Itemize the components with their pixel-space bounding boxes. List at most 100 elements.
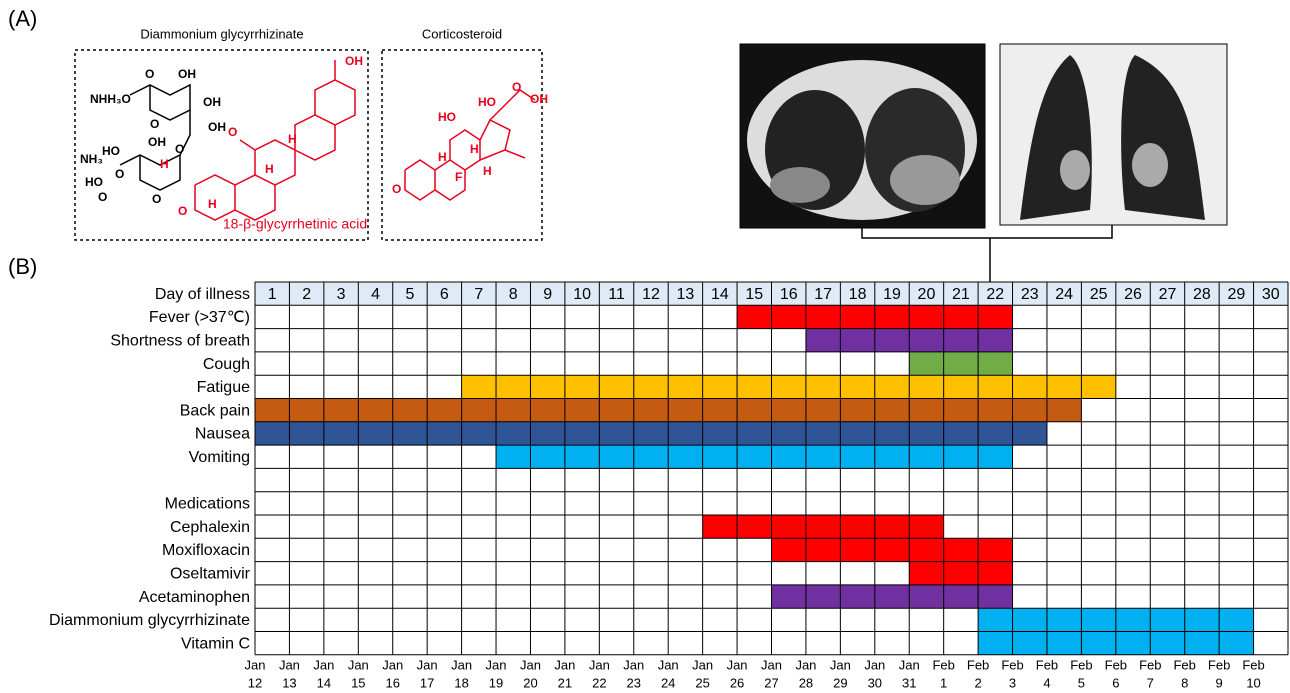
atom: OH [178, 67, 196, 81]
date-month: Feb [1173, 657, 1195, 672]
atom: HO [102, 144, 120, 158]
panel-label: (A) [8, 6, 37, 31]
date-month: Feb [1105, 657, 1127, 672]
date-day: 27 [764, 675, 778, 690]
row-label: Moxifloxacin [162, 542, 250, 559]
day-label: 13 [677, 286, 695, 303]
date-month: Jan [279, 657, 300, 672]
date-month: Jan [382, 657, 403, 672]
date-month: Jan [692, 657, 713, 672]
row-label: Fever (>37℃) [149, 309, 250, 326]
day-label: 29 [1227, 286, 1245, 303]
row-label: Oseltamivir [170, 565, 251, 582]
date-day: 26 [730, 675, 744, 690]
date-day: 1 [940, 675, 947, 690]
atom: HO [85, 175, 103, 189]
atom: O [228, 125, 237, 139]
atom: H [470, 142, 479, 156]
atom: H [208, 197, 217, 211]
day-label: 17 [814, 286, 832, 303]
atom: OH [530, 92, 548, 106]
row-label: Day of illness [155, 286, 250, 303]
atom: O [145, 67, 154, 81]
day-label: 2 [302, 286, 311, 303]
structure-box [382, 50, 542, 240]
atom: NH₃ [80, 152, 103, 166]
date-day: 30 [868, 675, 882, 690]
date-month: Feb [1139, 657, 1161, 672]
date-month: Jan [245, 657, 266, 672]
date-day: 25 [695, 675, 709, 690]
ct-image [740, 44, 985, 228]
date-month: Feb [1001, 657, 1023, 672]
date-day: 2 [974, 675, 981, 690]
day-label: 25 [1090, 286, 1108, 303]
row-label: Vomiting [189, 449, 250, 466]
date-day: 13 [282, 675, 296, 690]
structure-caption: 18-β-glycyrrhetinic acid [223, 216, 367, 232]
atom: O [150, 117, 159, 131]
row-label: Shortness of breath [110, 332, 250, 349]
date-day: 7 [1147, 675, 1154, 690]
row-label: Vitamin C [181, 635, 250, 652]
atom: F [455, 170, 462, 184]
day-label: 7 [474, 286, 483, 303]
day-label: 15 [745, 286, 763, 303]
date-day: 24 [661, 675, 675, 690]
day-label: 19 [883, 286, 901, 303]
day-label: 12 [642, 286, 660, 303]
date-day: 14 [317, 675, 331, 690]
day-label: 26 [1124, 286, 1142, 303]
atom: O [175, 142, 184, 156]
date-month: Jan [417, 657, 438, 672]
date-month: Feb [1036, 657, 1058, 672]
atom: O [512, 80, 521, 94]
day-label: 23 [1021, 286, 1039, 303]
span-bar [255, 422, 1047, 445]
date-day: 15 [351, 675, 365, 690]
date-month: Jan [486, 657, 507, 672]
date-month: Jan [589, 657, 610, 672]
day-label: 4 [371, 286, 380, 303]
date-day: 5 [1078, 675, 1085, 690]
date-month: Feb [967, 657, 989, 672]
day-label: 3 [337, 286, 346, 303]
day-label: 16 [780, 286, 798, 303]
row-label: Cephalexin [170, 519, 250, 536]
structure-title: Corticosteroid [422, 26, 502, 41]
page: (A) (B) Diammonium glycyrrhizinate OH O … [0, 0, 1290, 693]
span-bar [772, 538, 1013, 561]
day-label: 24 [1055, 286, 1073, 303]
day-label: 28 [1193, 286, 1211, 303]
span-bar [909, 562, 1012, 585]
figure: (A) (B) Diammonium glycyrrhizinate OH O … [0, 0, 1290, 693]
date-month: Jan [313, 657, 334, 672]
row-label: Back pain [180, 402, 250, 419]
span-bar [703, 515, 944, 538]
date-day: 19 [489, 675, 503, 690]
date-month: Jan [795, 657, 816, 672]
date-month: Jan [554, 657, 575, 672]
day-label: 30 [1262, 286, 1280, 303]
date-day: 22 [592, 675, 606, 690]
date-month: Feb [1208, 657, 1230, 672]
date-month: Jan [348, 657, 369, 672]
date-month: Jan [451, 657, 472, 672]
date-day: 23 [627, 675, 641, 690]
date-day: 31 [902, 675, 916, 690]
date-day: 10 [1246, 675, 1260, 690]
atom: H [160, 157, 169, 171]
atom: OH [345, 54, 363, 68]
date-month: Feb [932, 657, 954, 672]
day-label: 8 [509, 286, 518, 303]
date-day: 29 [833, 675, 847, 690]
atom: O [115, 167, 124, 181]
date-day: 3 [1009, 675, 1016, 690]
date-day: 28 [799, 675, 813, 690]
date-day: 12 [248, 675, 262, 690]
date-month: Jan [520, 657, 541, 672]
span-bar [909, 352, 1012, 375]
span-bar [462, 375, 1116, 398]
atom: HO [438, 110, 456, 124]
day-label: 20 [918, 286, 936, 303]
